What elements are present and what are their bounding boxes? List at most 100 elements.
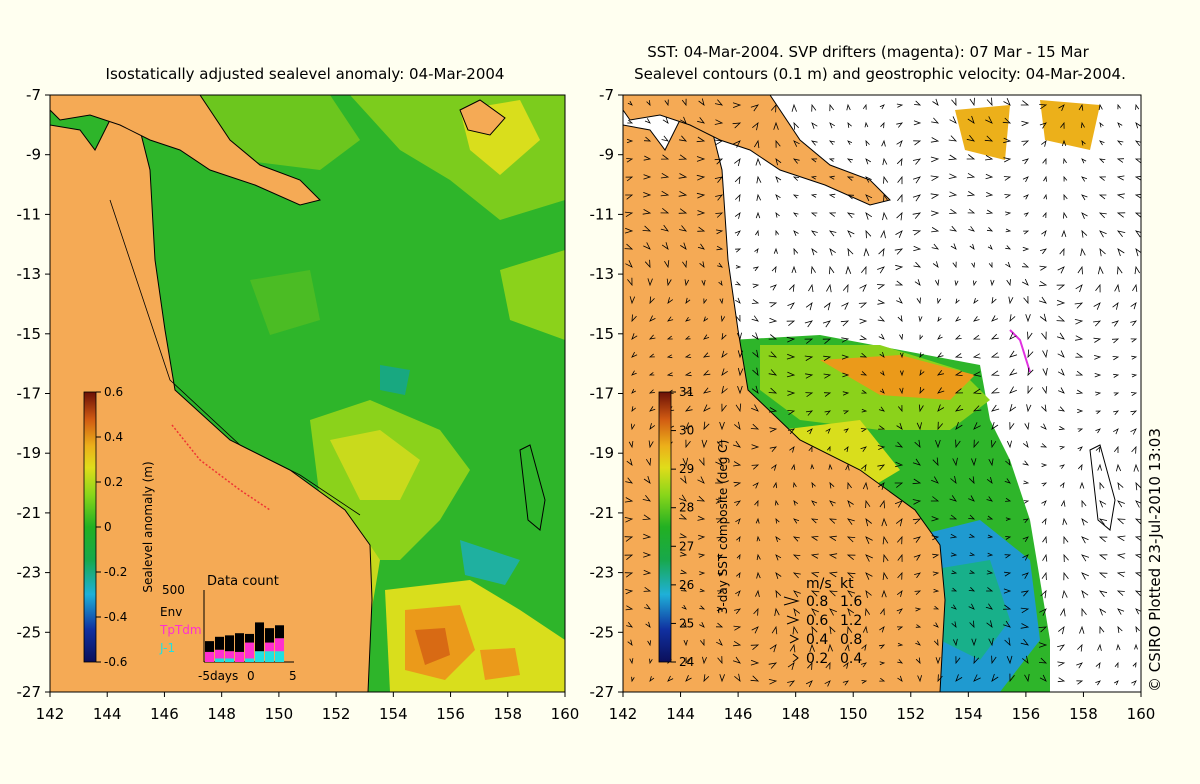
velocity-arrow (895, 441, 904, 448)
velocity-arrow (1132, 661, 1137, 668)
velocity-arrow (882, 157, 888, 166)
velocity-arrow (991, 421, 999, 430)
velocity-arrow (624, 243, 634, 250)
count-bar-segment-tp (245, 642, 254, 659)
velocity-arrow (880, 607, 885, 616)
count-bar-segment-j1 (245, 658, 254, 662)
velocity-arrow (685, 316, 691, 322)
count-bar-segment-tp (205, 651, 214, 662)
velocity-arrow (733, 481, 742, 487)
velocity-arrow (955, 421, 963, 430)
velocity-arrow (719, 298, 724, 305)
velocity-arrow (649, 423, 656, 431)
velocity-arrow (985, 173, 994, 180)
velocity-arrow (847, 625, 853, 634)
velocity-arrow (1038, 642, 1048, 648)
velocity-arrow (1098, 103, 1103, 111)
velocity-arrow (1057, 644, 1066, 651)
velocity-arrow (914, 572, 921, 579)
velocity-arrow (699, 261, 705, 269)
velocity-arrow (1005, 497, 1012, 502)
velocity-arrow (750, 423, 760, 430)
velocity-arrow (714, 158, 724, 165)
velocity-arrow (642, 533, 652, 540)
velocity-arrow (754, 499, 759, 507)
velocity-arrow (954, 280, 959, 287)
velocity-arrow (1005, 245, 1012, 250)
velocity-arrow (842, 391, 850, 396)
velocity-legend-arrow (789, 634, 800, 644)
x-tick-label: 152 (896, 705, 925, 723)
velocity-arrow (990, 279, 995, 287)
velocity-arrow (841, 302, 849, 310)
x-tick-label: 154 (379, 705, 408, 723)
velocity-arrow (919, 369, 925, 377)
velocity-arrow (973, 439, 980, 449)
velocity-arrow (1009, 386, 1017, 394)
velocity-arrow (1022, 554, 1029, 561)
velocity-arrow (773, 481, 778, 489)
velocity-arrow (1063, 175, 1068, 182)
velocity-arrow (789, 283, 795, 292)
velocity-arrow (948, 191, 958, 197)
x-tick-label: 144 (93, 705, 122, 723)
velocity-arrow (1135, 103, 1140, 110)
velocity-arrow (631, 676, 635, 683)
velocity-arrow (916, 422, 922, 431)
velocity-arrow (973, 674, 981, 682)
velocity-arrow (624, 227, 634, 234)
velocity-arrow (913, 536, 921, 543)
velocity-arrow (627, 639, 633, 647)
velocity-arrow (952, 638, 958, 647)
velocity-arrow (804, 355, 814, 361)
velocity-arrow (825, 661, 831, 670)
velocity-arrow (703, 421, 710, 431)
velocity-arrow (791, 265, 797, 274)
velocity-arrow (1095, 428, 1101, 434)
velocity-arrow (648, 389, 655, 394)
velocity-arrow (1042, 553, 1048, 562)
velocity-arrow (843, 410, 850, 415)
velocity-arrow (878, 425, 886, 430)
velocity-arrow (1003, 604, 1012, 610)
velocity-arrow (679, 551, 688, 557)
legend-j1: J-1 (159, 641, 175, 655)
velocity-arrow (1081, 194, 1088, 201)
velocity-arrow (935, 439, 941, 449)
velocity-arrow (697, 210, 706, 216)
count-bar-segment-env (235, 633, 244, 652)
velocity-arrow (968, 476, 975, 485)
velocity-arrow (733, 625, 742, 631)
velocity-arrow (899, 333, 903, 341)
velocity-arrow (805, 302, 813, 311)
velocity-arrow (624, 517, 634, 523)
velocity-arrow (1057, 266, 1065, 274)
velocity-arrow (1116, 230, 1126, 237)
velocity-arrow (643, 552, 652, 558)
colorbar-tick-label: 0.6 (104, 385, 123, 399)
velocity-arrow (696, 495, 706, 502)
velocity-arrow (1021, 262, 1030, 268)
velocity-arrow (684, 279, 690, 287)
velocity-arrow (681, 604, 687, 610)
velocity-arrow (1130, 320, 1138, 326)
velocity-legend-kt: 0.8 (840, 632, 862, 648)
velocity-arrow (716, 536, 724, 542)
velocity-arrow (1039, 313, 1047, 323)
velocity-arrow (847, 121, 852, 128)
velocity-arrow (1022, 176, 1029, 183)
right-map (623, 95, 1141, 692)
velocity-arrow (1021, 140, 1030, 146)
colorbar-tick-label: 29 (679, 462, 694, 476)
count-bar-segment-env (245, 633, 254, 643)
velocity-arrow (753, 607, 759, 616)
velocity-arrow (973, 422, 981, 430)
velocity-arrow (1135, 608, 1141, 615)
velocity-arrow (969, 552, 976, 556)
velocity-arrow (643, 586, 652, 592)
velocity-arrow (950, 533, 958, 539)
velocity-arrow (774, 499, 779, 506)
velocity-arrow (1074, 319, 1084, 325)
velocity-arrow (1059, 464, 1065, 469)
